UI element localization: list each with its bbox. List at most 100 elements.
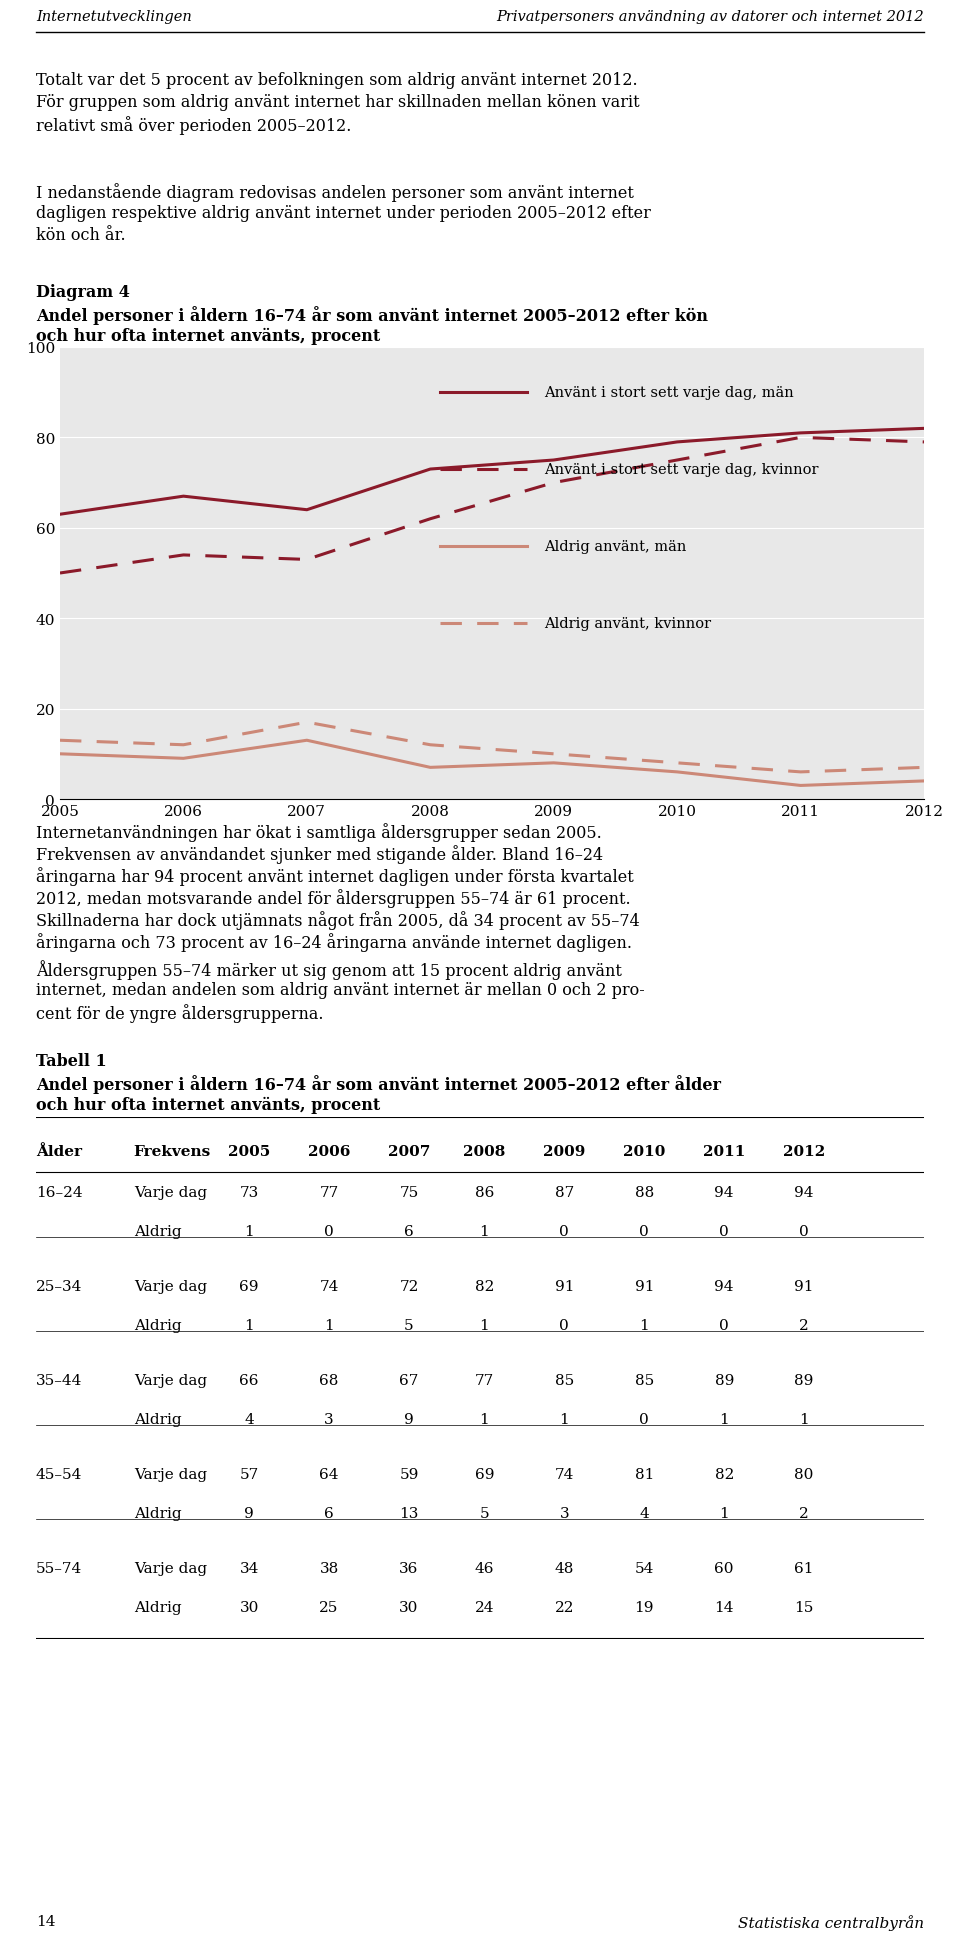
Text: 85: 85	[635, 1373, 654, 1387]
Text: 25–34: 25–34	[36, 1280, 83, 1293]
Text: 22: 22	[555, 1599, 574, 1615]
Text: 89: 89	[795, 1373, 814, 1387]
Text: 1: 1	[560, 1412, 569, 1426]
Text: 2011: 2011	[703, 1145, 745, 1159]
Text: 1: 1	[800, 1412, 809, 1426]
Text: 45–54: 45–54	[36, 1467, 83, 1480]
Text: Använt i stort sett varje dag, kvinnor: Använt i stort sett varje dag, kvinnor	[543, 464, 818, 477]
Text: 74: 74	[555, 1467, 574, 1480]
Text: 25: 25	[320, 1599, 339, 1615]
Text: 24: 24	[474, 1599, 494, 1615]
Text: 94: 94	[714, 1184, 734, 1200]
Text: 2: 2	[800, 1319, 809, 1332]
Text: 77: 77	[475, 1373, 494, 1387]
Text: 3: 3	[324, 1412, 334, 1426]
Text: 1: 1	[719, 1506, 729, 1519]
Text: 35–44: 35–44	[36, 1373, 83, 1387]
Text: 64: 64	[320, 1467, 339, 1480]
Text: Varje dag: Varje dag	[133, 1467, 206, 1480]
Text: Aldrig: Aldrig	[133, 1599, 181, 1615]
Text: Ålder: Ålder	[36, 1145, 82, 1159]
Text: Internetanvändningen har ökat i samtliga åldersgrupper sedan 2005.: Internetanvändningen har ökat i samtliga…	[36, 822, 602, 842]
Text: 4: 4	[639, 1506, 649, 1519]
Text: 1: 1	[244, 1319, 254, 1332]
Text: Privatpersoners användning av datorer och internet 2012: Privatpersoners användning av datorer oc…	[496, 10, 924, 23]
Text: 73: 73	[239, 1184, 259, 1200]
Text: Använt i stort sett varje dag, män: Använt i stort sett varje dag, män	[543, 386, 794, 399]
Text: 6: 6	[404, 1225, 414, 1239]
Text: 69: 69	[239, 1280, 259, 1293]
Text: 2008: 2008	[464, 1145, 506, 1159]
Text: 1: 1	[244, 1225, 254, 1239]
Text: 80: 80	[795, 1467, 814, 1480]
Text: kön och år.: kön och år.	[36, 226, 126, 244]
Text: 0: 0	[560, 1319, 569, 1332]
Text: 1: 1	[480, 1412, 490, 1426]
Text: 59: 59	[399, 1467, 419, 1480]
Text: Aldrig använt, män: Aldrig använt, män	[543, 540, 686, 553]
Text: 9: 9	[404, 1412, 414, 1426]
Text: 61: 61	[794, 1560, 814, 1574]
Text: 5: 5	[480, 1506, 490, 1519]
Text: Aldrig: Aldrig	[133, 1412, 181, 1426]
Text: 2012, medan motsvarande andel för åldersgruppen 55–74 är 61 procent.: 2012, medan motsvarande andel för ålders…	[36, 888, 631, 908]
Text: 77: 77	[320, 1184, 339, 1200]
Text: Frekvensen av användandet sjunker med stigande ålder. Bland 16–24: Frekvensen av användandet sjunker med st…	[36, 845, 603, 863]
Text: 30: 30	[239, 1599, 259, 1615]
Text: 1: 1	[639, 1319, 649, 1332]
Text: 57: 57	[239, 1467, 259, 1480]
Text: Varje dag: Varje dag	[133, 1373, 206, 1387]
Text: 19: 19	[635, 1599, 654, 1615]
Text: 5: 5	[404, 1319, 414, 1332]
Text: Andel personer i åldern 16–74 år som använt internet 2005–2012 efter ålder: Andel personer i åldern 16–74 år som anv…	[36, 1075, 721, 1093]
Text: åringarna har 94 procent använt internet dagligen under första kvartalet: åringarna har 94 procent använt internet…	[36, 867, 634, 886]
Text: 94: 94	[794, 1184, 814, 1200]
Text: 1: 1	[480, 1225, 490, 1239]
Text: 67: 67	[399, 1373, 419, 1387]
Text: 82: 82	[714, 1467, 733, 1480]
Text: 0: 0	[560, 1225, 569, 1239]
Text: Varje dag: Varje dag	[133, 1184, 206, 1200]
Text: 72: 72	[399, 1280, 419, 1293]
Text: 0: 0	[800, 1225, 809, 1239]
Text: 75: 75	[399, 1184, 419, 1200]
Text: 74: 74	[320, 1280, 339, 1293]
Text: 2012: 2012	[783, 1145, 826, 1159]
Text: 36: 36	[399, 1560, 419, 1574]
Text: 1: 1	[719, 1412, 729, 1426]
Text: 82: 82	[475, 1280, 494, 1293]
Text: 91: 91	[555, 1280, 574, 1293]
Text: 0: 0	[719, 1319, 729, 1332]
Text: 2005: 2005	[228, 1145, 271, 1159]
Text: 2009: 2009	[543, 1145, 586, 1159]
Text: internet, medan andelen som aldrig använt internet är mellan 0 och 2 pro-: internet, medan andelen som aldrig använ…	[36, 982, 645, 999]
Text: 81: 81	[635, 1467, 654, 1480]
Text: 6: 6	[324, 1506, 334, 1519]
Text: Andel personer i åldern 16–74 år som använt internet 2005–2012 efter kön: Andel personer i åldern 16–74 år som anv…	[36, 306, 708, 325]
Text: 3: 3	[560, 1506, 569, 1519]
Text: Åldersgruppen 55–74 märker ut sig genom att 15 procent aldrig använt: Åldersgruppen 55–74 märker ut sig genom …	[36, 960, 622, 980]
Text: Aldrig: Aldrig	[133, 1319, 181, 1332]
Text: Diagram 4: Diagram 4	[36, 284, 130, 300]
Text: 0: 0	[719, 1225, 729, 1239]
Text: 15: 15	[795, 1599, 814, 1615]
Text: 87: 87	[555, 1184, 574, 1200]
Text: Internetutvecklingen: Internetutvecklingen	[36, 10, 192, 23]
Text: 55–74: 55–74	[36, 1560, 83, 1574]
Text: 66: 66	[239, 1373, 259, 1387]
Text: 69: 69	[474, 1467, 494, 1480]
Text: 60: 60	[714, 1560, 734, 1574]
Text: 0: 0	[639, 1412, 649, 1426]
Text: cent för de yngre åldersgrupperna.: cent för de yngre åldersgrupperna.	[36, 1003, 324, 1023]
Text: och hur ofta internet använts, procent: och hur ofta internet använts, procent	[36, 1097, 380, 1114]
Text: 46: 46	[474, 1560, 494, 1574]
Text: och hur ofta internet använts, procent: och hur ofta internet använts, procent	[36, 327, 380, 345]
Text: 88: 88	[635, 1184, 654, 1200]
Text: I nedanstående diagram redovisas andelen personer som använt internet: I nedanstående diagram redovisas andelen…	[36, 183, 634, 203]
Text: Totalt var det 5 procent av befolkningen som aldrig använt internet 2012.: Totalt var det 5 procent av befolkningen…	[36, 72, 637, 90]
Text: 14: 14	[36, 1915, 56, 1929]
Text: 34: 34	[239, 1560, 259, 1574]
Text: relativt små över perioden 2005–2012.: relativt små över perioden 2005–2012.	[36, 117, 351, 134]
Text: åringarna och 73 procent av 16–24 åringarna använde internet dagligen.: åringarna och 73 procent av 16–24 åringa…	[36, 933, 632, 951]
Text: 89: 89	[714, 1373, 733, 1387]
